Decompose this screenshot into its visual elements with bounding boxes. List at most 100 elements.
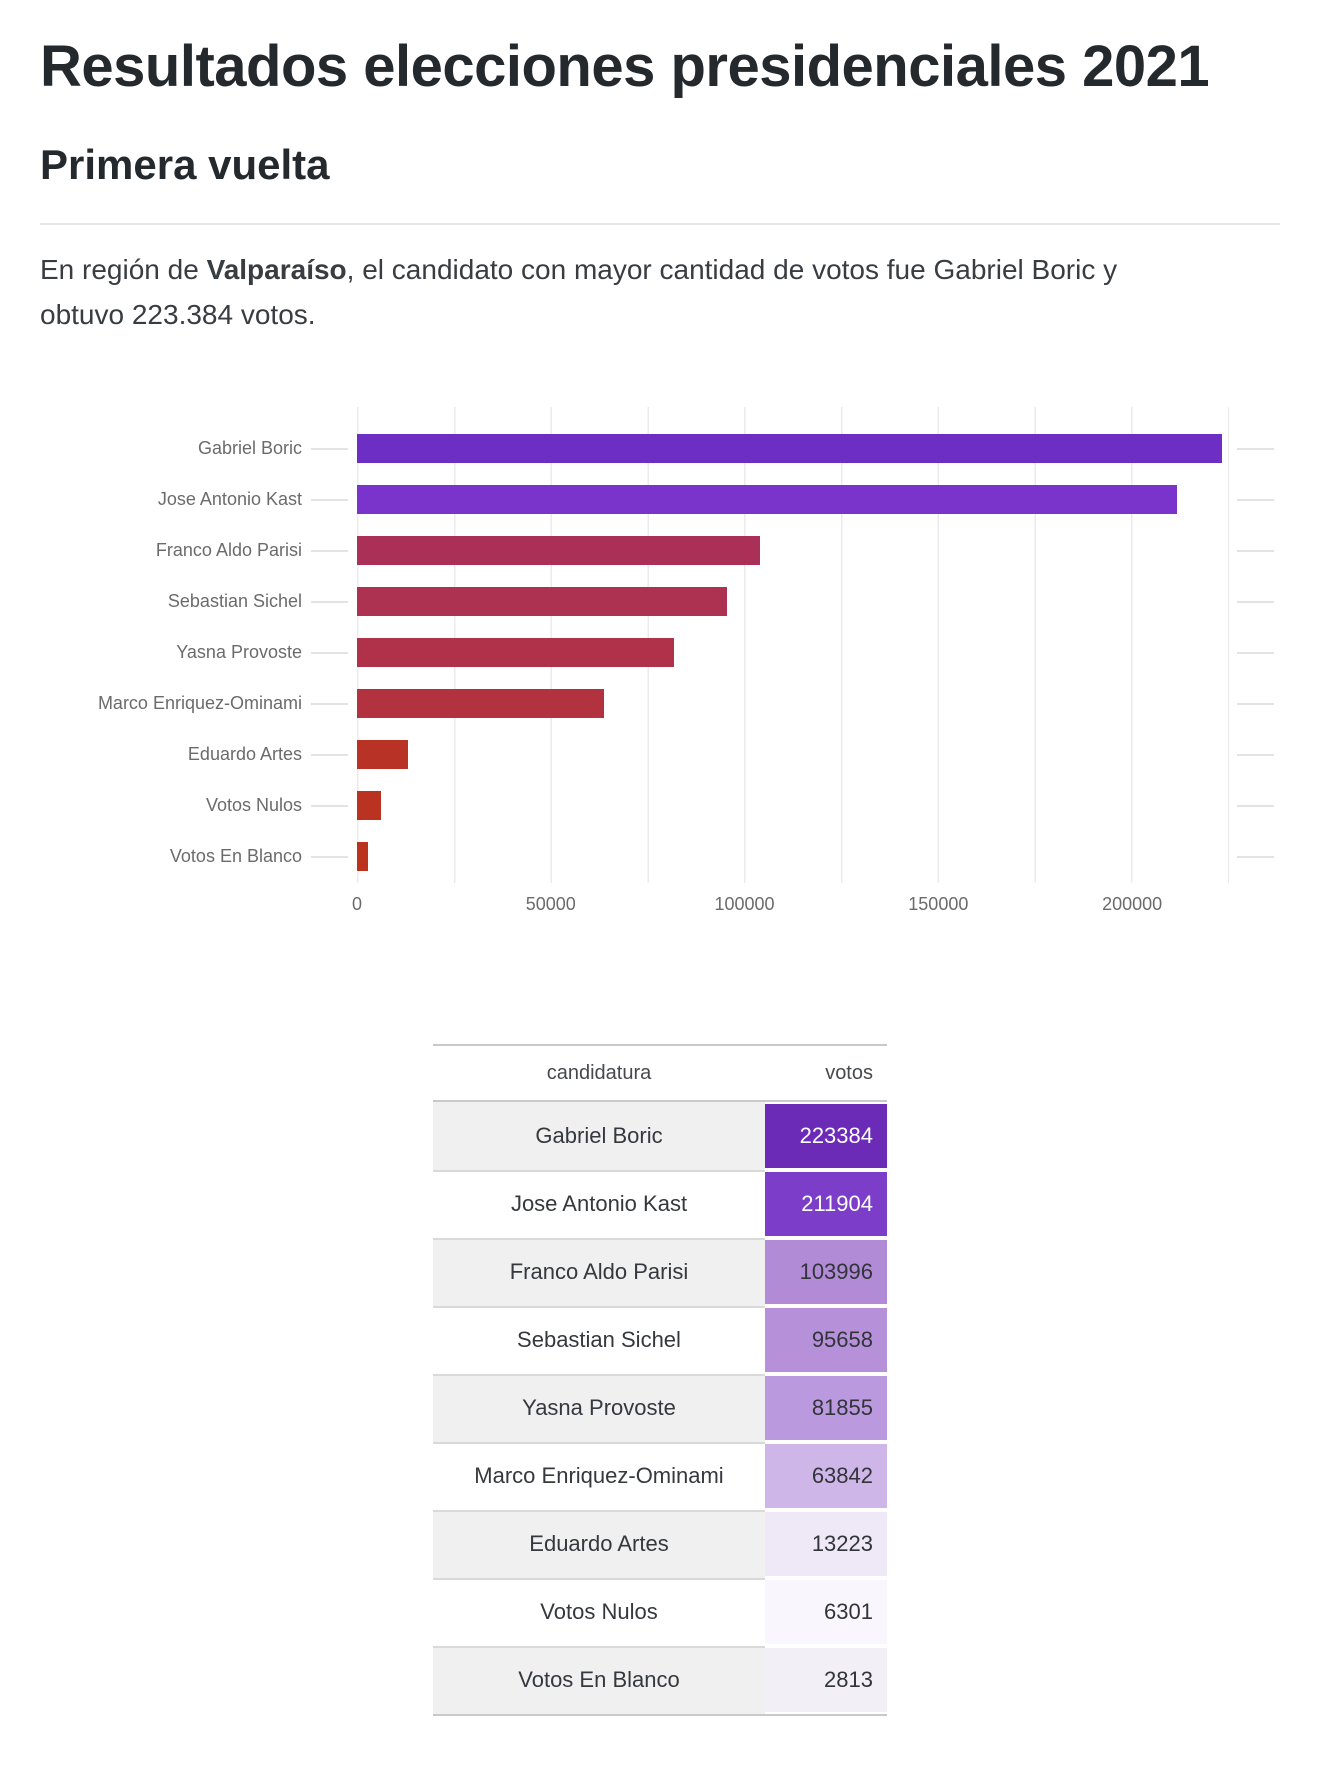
- votos-value: 223384: [765, 1104, 887, 1169]
- candidatura-cell: Eduardo Artes: [529, 1531, 669, 1557]
- chart-bar-track: [357, 423, 1228, 474]
- table-row: Sebastian Sichel 95658: [433, 1306, 887, 1375]
- x-axis-tick-label: 150000: [908, 894, 969, 915]
- chart-bar: [357, 536, 760, 566]
- chart-row: Marco Enriquez-Ominami: [40, 678, 1283, 729]
- table-row: Votos Nulos 6301: [433, 1578, 887, 1647]
- results-table: candidatura votos Gabriel Boric 223384 Jos…: [433, 1044, 887, 1717]
- x-axis-tick-label: 100000: [714, 894, 775, 915]
- candidatura-cell: Votos Nulos: [540, 1599, 658, 1625]
- chart-left-tick: [302, 600, 357, 603]
- page-subtitle: Primera vuelta: [40, 140, 330, 188]
- candidatura-cell: Votos En Blanco: [518, 1667, 680, 1693]
- candidatura-cell: Gabriel Boric: [535, 1123, 663, 1149]
- chart-row: Sebastian Sichel: [40, 576, 1283, 627]
- votos-value: 63842: [765, 1444, 887, 1509]
- chart-right-tick: [1228, 702, 1283, 705]
- row-separator: [433, 1578, 765, 1581]
- votos-cell: 95658: [765, 1306, 887, 1375]
- chart-bar-track: [357, 474, 1228, 525]
- votos-cell: 211904: [765, 1170, 887, 1239]
- chart-right-tick: [1228, 549, 1283, 552]
- chart-left-tick: [302, 855, 357, 858]
- table-row: Yasna Provoste 81855: [433, 1374, 887, 1443]
- chart-x-axis: 0 50000 100000 150000 200000: [352, 886, 1229, 930]
- chart-category-label: Eduardo Artes: [187, 744, 302, 765]
- votos-value: 81855: [765, 1376, 887, 1441]
- votos-value: 13223: [765, 1512, 887, 1577]
- chart-category-label: Marco Enriquez-Ominami: [97, 693, 302, 714]
- chart-right-tick: [1228, 447, 1283, 450]
- chart-bar: [357, 689, 605, 719]
- column-header-candidatura: candidatura: [546, 1061, 652, 1084]
- candidatura-cell: Yasna Provoste: [522, 1395, 676, 1421]
- x-axis-tick-label: 50000: [525, 894, 576, 915]
- chart-category-label: Sebastian Sichel: [167, 591, 302, 612]
- summary-paragraph: En región de Valparaíso, el candidato co…: [40, 247, 1140, 338]
- chart-row: Votos En Blanco: [40, 831, 1283, 882]
- chart-bar: [357, 791, 382, 821]
- bar-chart: Gabriel Boric Jose Antonio Kast Franco Ald…: [40, 407, 1283, 930]
- divider: [40, 222, 1280, 225]
- chart-row: Jose Antonio Kast: [40, 474, 1283, 525]
- table-body: Gabriel Boric 223384 Jose Antonio Kast 2119…: [433, 1102, 887, 1715]
- chart-left-tick: [302, 447, 357, 450]
- chart-bar-track: [357, 525, 1228, 576]
- candidatura-cell: Marco Enriquez-Ominami: [474, 1463, 724, 1489]
- chart-bar: [357, 842, 368, 872]
- row-separator: [433, 1170, 765, 1173]
- chart-bar: [357, 587, 728, 617]
- table-row: Votos En Blanco 2813: [433, 1646, 887, 1715]
- chart-category-label: Votos En Blanco: [169, 846, 302, 867]
- x-axis-tick-label: 200000: [1102, 894, 1163, 915]
- table-row: Gabriel Boric 223384: [433, 1102, 887, 1171]
- chart-left-tick: [302, 651, 357, 654]
- page-title: Resultados elecciones presidenciales 202…: [40, 34, 1210, 99]
- candidatura-cell: Jose Antonio Kast: [510, 1191, 688, 1217]
- votos-cell: 223384: [765, 1102, 887, 1171]
- votos-value: 103996: [765, 1240, 887, 1305]
- chart-right-tick: [1228, 651, 1283, 654]
- table-row: Jose Antonio Kast 211904: [433, 1170, 887, 1239]
- table-row: Franco Aldo Parisi 103996: [433, 1238, 887, 1307]
- chart-row: Gabriel Boric: [40, 423, 1283, 474]
- chart-bar-track: [357, 780, 1228, 831]
- chart-bar-track: [357, 678, 1228, 729]
- row-separator: [433, 1646, 765, 1649]
- summary-region-bold: Valparaíso: [206, 253, 347, 285]
- chart-category-label: Jose Antonio Kast: [157, 489, 302, 510]
- chart-bar-track: [357, 831, 1228, 882]
- x-axis-tick-label: 0: [351, 894, 363, 915]
- chart-bar: [357, 434, 1222, 464]
- chart-row: Franco Aldo Parisi: [40, 525, 1283, 576]
- chart-row: Eduardo Artes: [40, 729, 1283, 780]
- votos-value: 211904: [765, 1172, 887, 1237]
- chart-row: Yasna Provoste: [40, 627, 1283, 678]
- chart-row: Votos Nulos: [40, 780, 1283, 831]
- row-separator: [433, 1510, 765, 1513]
- row-separator: [433, 1306, 765, 1309]
- votos-cell: 2813: [765, 1646, 887, 1715]
- chart-bar: [357, 485, 1178, 515]
- chart-left-tick: [302, 753, 357, 756]
- chart-left-tick: [302, 549, 357, 552]
- chart-category-label: Yasna Provoste: [176, 642, 302, 663]
- page: Resultados elecciones presidenciales 202…: [40, 34, 1283, 1717]
- chart-right-tick: [1228, 753, 1283, 756]
- chart-right-tick: [1228, 498, 1283, 501]
- candidatura-cell: Franco Aldo Parisi: [509, 1259, 689, 1285]
- row-separator: [433, 1442, 765, 1445]
- row-separator: [433, 1238, 765, 1241]
- chart-bar: [357, 740, 409, 770]
- votos-cell: 81855: [765, 1374, 887, 1443]
- votos-cell: 13223: [765, 1510, 887, 1579]
- chart-right-tick: [1228, 600, 1283, 603]
- summary-text-prefix: En región de: [40, 253, 207, 285]
- votos-value: 2813: [765, 1648, 887, 1713]
- table-row: Marco Enriquez-Ominami 63842: [433, 1442, 887, 1511]
- chart-left-tick: [302, 804, 357, 807]
- table-header-row: candidatura votos: [433, 1046, 887, 1103]
- column-header-votos: votos: [825, 1061, 873, 1084]
- chart-right-tick: [1228, 804, 1283, 807]
- chart-bar-track: [357, 576, 1228, 627]
